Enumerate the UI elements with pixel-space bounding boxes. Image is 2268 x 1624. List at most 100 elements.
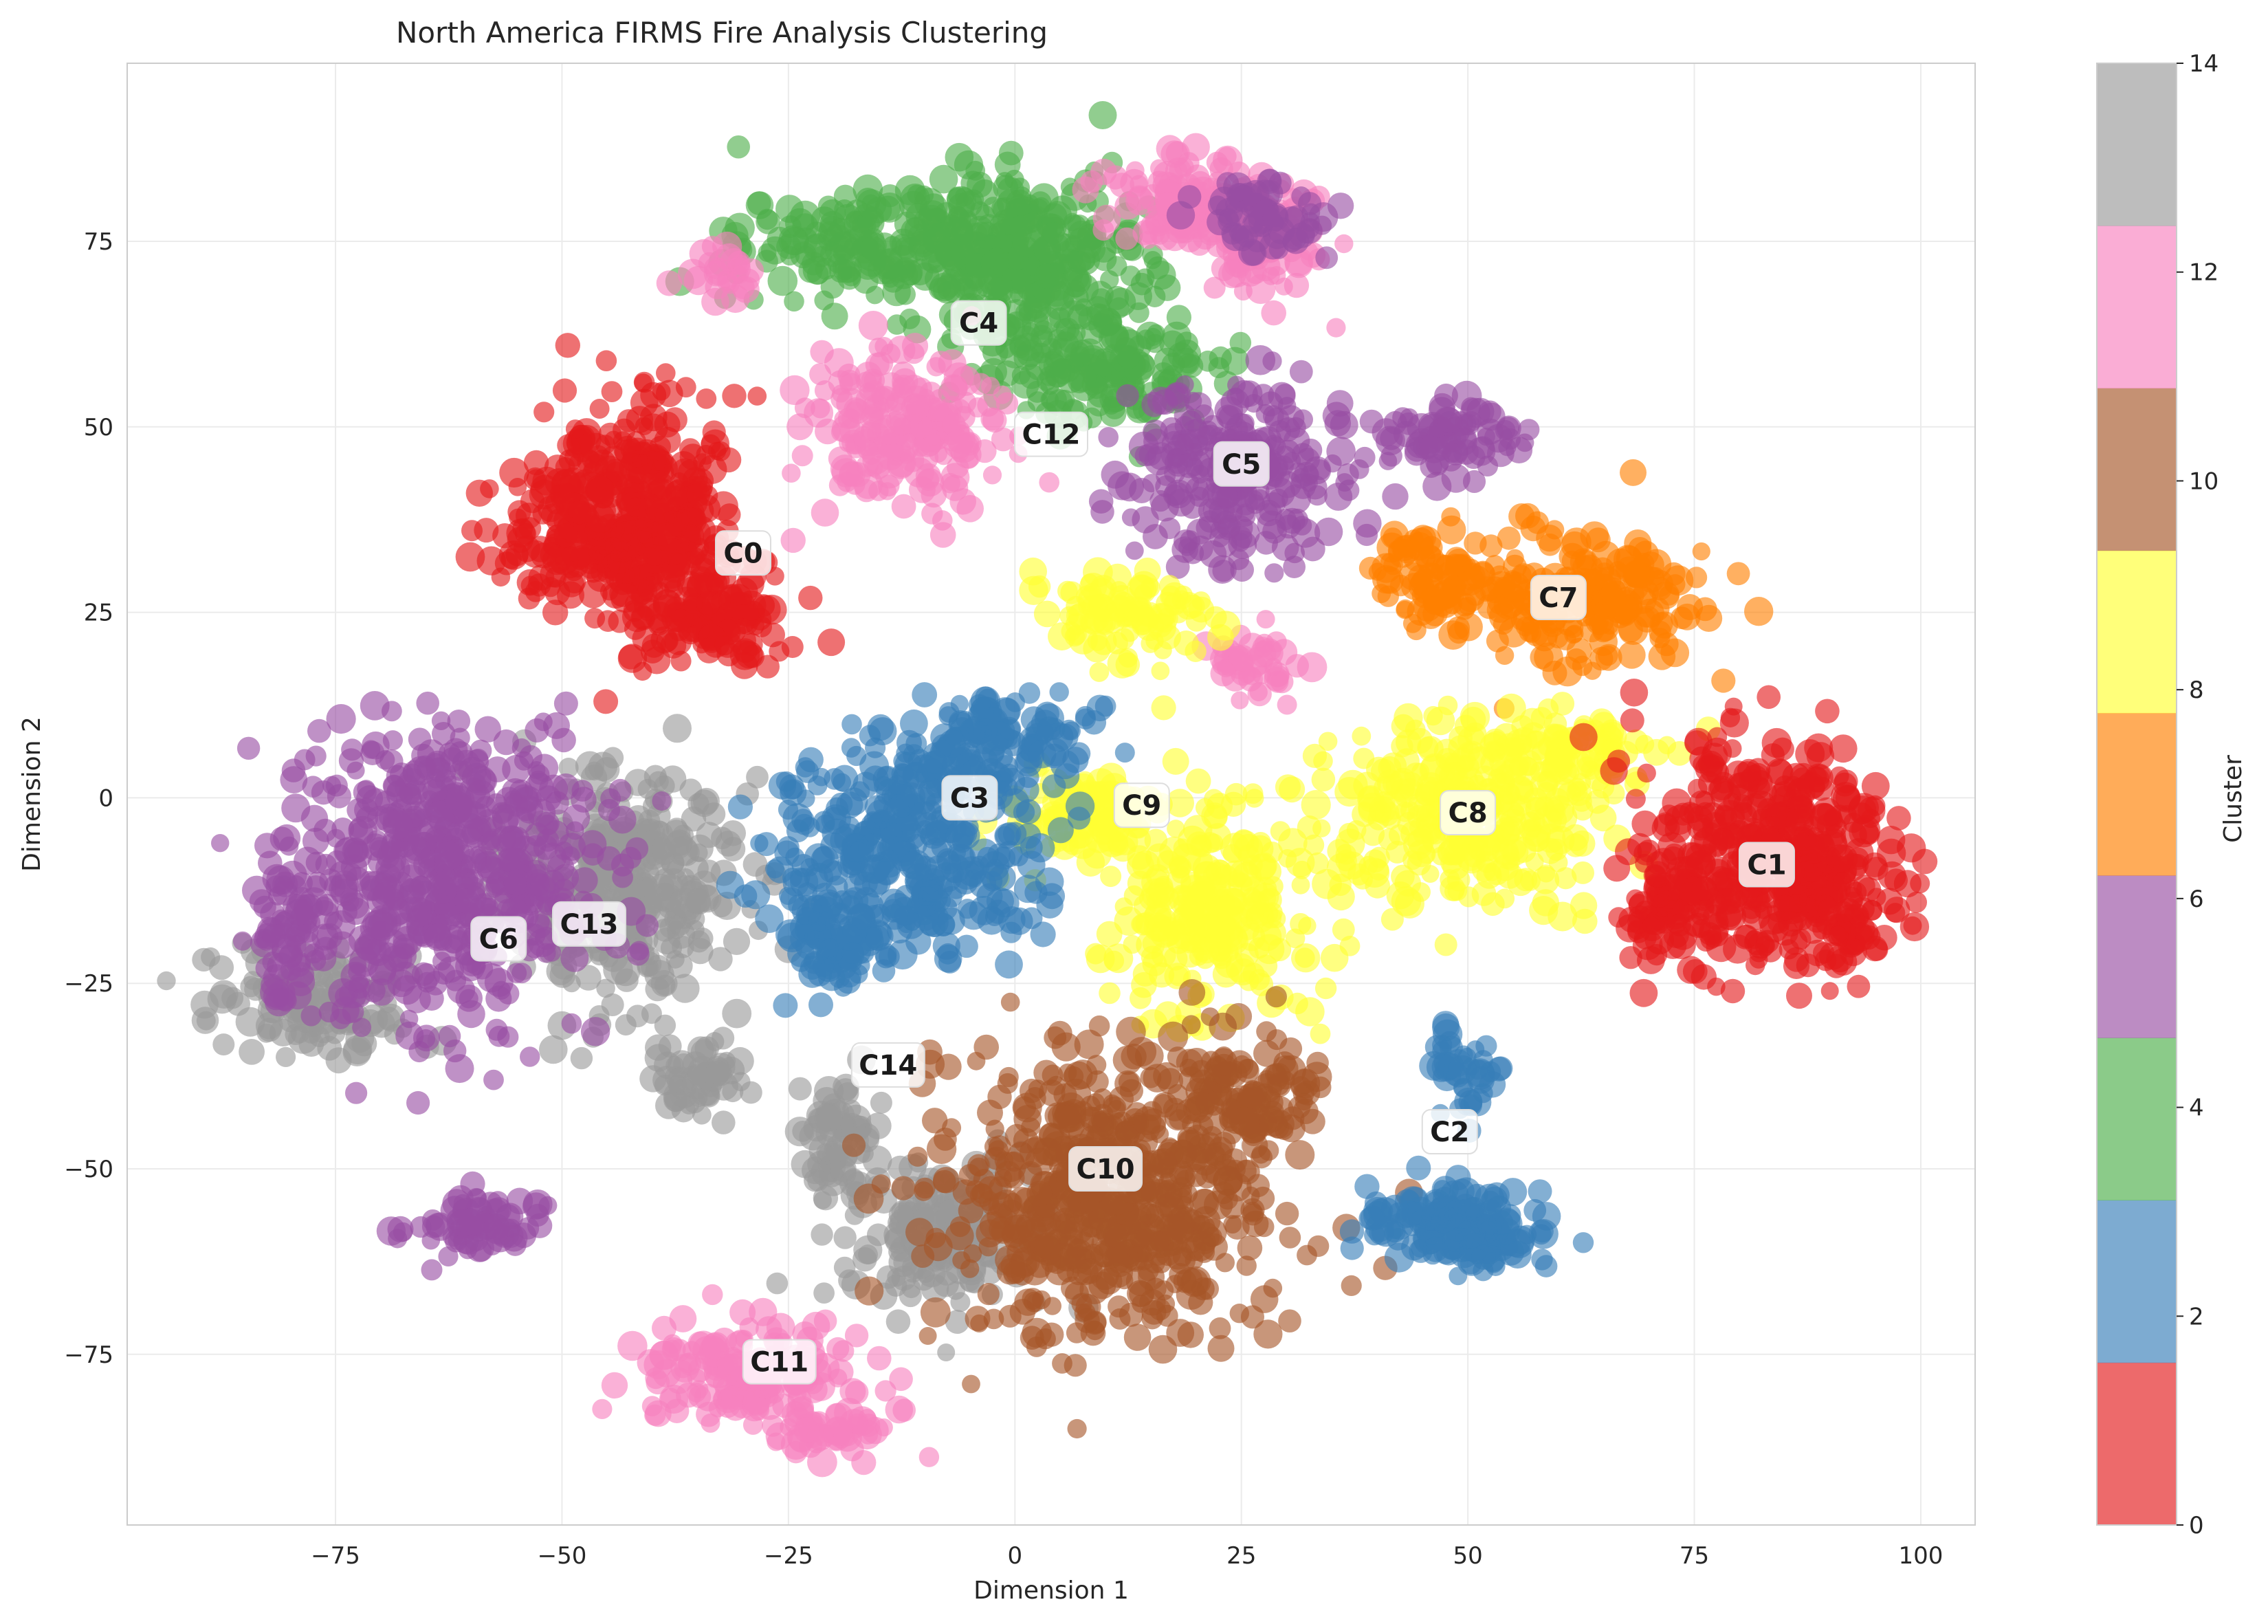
scatter-point: [1249, 683, 1268, 701]
scatter-point: [665, 512, 691, 537]
scatter-point: [465, 479, 493, 507]
scatter-point: [1154, 274, 1181, 301]
scatter-point: [1318, 732, 1338, 751]
scatter-point: [1590, 613, 1609, 632]
scatter-point: [1262, 351, 1282, 371]
scatter-point: [484, 967, 514, 997]
scatter-point: [560, 943, 589, 972]
scatter-point: [1277, 694, 1297, 715]
scatter-point: [1326, 318, 1346, 338]
scatter-point: [1466, 397, 1495, 426]
scatter-point: [1169, 161, 1188, 179]
scatter-point: [670, 974, 700, 1003]
scatter-point: [367, 910, 398, 941]
scatter-point: [286, 967, 316, 996]
scatter-point: [326, 704, 356, 734]
scatter-point: [422, 1209, 443, 1231]
scatter-point: [1181, 594, 1205, 618]
scatter-point: [1061, 621, 1081, 641]
scatter-point: [596, 978, 615, 998]
scatter-point: [756, 655, 780, 679]
scatter-point: [1209, 346, 1232, 369]
scatter-point: [390, 912, 419, 942]
scatter-point: [526, 872, 550, 897]
scatter-point: [1136, 930, 1165, 960]
scatter-point: [1548, 901, 1578, 932]
scatter-point: [626, 430, 646, 451]
scatter-point: [668, 608, 692, 633]
scatter-point: [431, 711, 451, 731]
scatter-point: [727, 794, 753, 820]
scatter-point: [1438, 411, 1460, 433]
scatter-point: [1088, 101, 1117, 129]
scatter-point: [712, 231, 742, 262]
scatter-point: [1311, 767, 1336, 792]
scatter-point: [1326, 390, 1354, 417]
scatter-point: [1266, 909, 1286, 929]
scatter-point: [811, 498, 839, 527]
scatter-point: [454, 888, 480, 914]
scatter-point: [344, 1082, 368, 1104]
scatter-point: [1098, 427, 1119, 448]
scatter-point: [1268, 488, 1288, 509]
scatter-point: [1291, 875, 1310, 895]
scatter-point: [981, 377, 1000, 396]
scatter-point: [863, 380, 885, 403]
scatter-point: [474, 518, 499, 543]
scatter-point: [853, 1235, 883, 1264]
scatter-point: [1480, 750, 1506, 776]
scatter-point: [891, 494, 916, 519]
scatter-point: [1072, 176, 1099, 204]
scatter-point: [1210, 660, 1237, 687]
scatter-point: [1162, 747, 1189, 775]
scatter-point: [637, 576, 664, 602]
scatter-point: [1355, 523, 1378, 547]
scatter-point: [1334, 234, 1354, 254]
scatter-point: [1189, 486, 1210, 507]
scatter-point: [1235, 225, 1258, 248]
scatter-point: [1530, 771, 1559, 800]
scatter-point: [1103, 165, 1128, 190]
scatter-point: [1391, 864, 1415, 889]
scatter-point: [597, 799, 621, 822]
scatter-point: [527, 1213, 553, 1238]
scatter-point: [716, 447, 742, 473]
scatter-point: [483, 1214, 510, 1240]
scatter-point: [675, 377, 696, 398]
scatter-point: [1320, 943, 1349, 972]
scatter-point: [1009, 194, 1031, 216]
scatter-point: [1152, 388, 1178, 415]
scatter-point: [419, 986, 444, 1011]
scatter-point: [482, 1236, 503, 1255]
scatter-point: [830, 422, 851, 442]
scatter-point: [862, 1145, 892, 1175]
scatter-point: [601, 381, 623, 402]
scatter-point: [483, 1069, 504, 1090]
scatter-point: [330, 1008, 351, 1029]
scatter-point: [438, 1024, 461, 1048]
scatter-point: [536, 943, 556, 963]
scatter-point: [837, 259, 860, 283]
scatter-point: [285, 899, 312, 926]
scatter-point: [1173, 838, 1193, 858]
scatter-point: [901, 333, 929, 360]
scatter-point: [1268, 382, 1296, 410]
scatter-point: [1434, 383, 1458, 408]
scatter-point: [821, 303, 848, 330]
scatter-point: [1620, 459, 1647, 486]
scatter-point: [1624, 560, 1651, 586]
scatter-point: [1372, 418, 1400, 447]
scatter-point: [619, 846, 642, 869]
scatter-point: [1519, 707, 1545, 734]
scatter-point: [1089, 662, 1110, 682]
scatter-point: [1495, 419, 1516, 441]
scatter-point: [432, 952, 452, 971]
scatter-point: [243, 971, 263, 990]
scatter-point: [1116, 384, 1139, 408]
scatter-point: [811, 399, 830, 419]
scatter-point: [813, 1282, 835, 1304]
scatter-point: [870, 1091, 892, 1114]
scatter-point: [1358, 556, 1382, 580]
scatter-point: [982, 197, 1004, 218]
scatter-point: [945, 142, 974, 172]
